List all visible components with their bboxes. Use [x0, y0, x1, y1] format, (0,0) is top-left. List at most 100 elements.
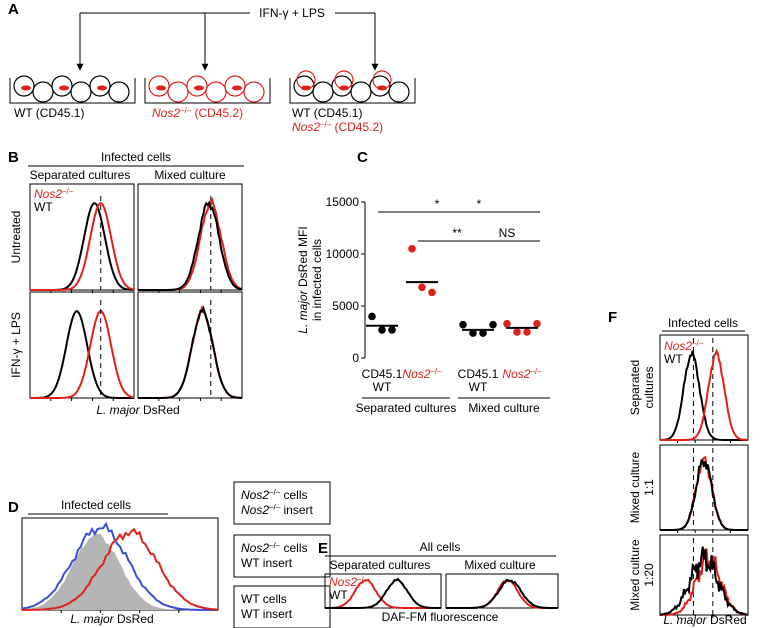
- well-label: Nos2–/– (CD45.2): [152, 106, 243, 121]
- row-label: Untreated: [9, 211, 23, 264]
- parasite: [59, 85, 69, 91]
- text-part: DsRed: [707, 613, 747, 627]
- significance: NS: [499, 226, 516, 240]
- cell: [70, 81, 92, 103]
- panel-box: [233, 481, 331, 525]
- data-point: [533, 319, 541, 328]
- text-part: WT insert: [241, 607, 293, 621]
- well: [144, 78, 271, 104]
- panel-box: [137, 183, 243, 291]
- well-label: WT (CD45.1): [14, 106, 84, 120]
- text-part: WT cells: [241, 592, 287, 606]
- text-part: –/–: [357, 575, 369, 584]
- histogram: [325, 578, 441, 609]
- text-part: WT (CD45.1): [14, 106, 84, 120]
- histogram: [30, 202, 134, 291]
- row-label: IFN-γ + LPS: [9, 312, 23, 378]
- legend-entry: WT: [329, 588, 348, 602]
- x-tick-label: WT: [469, 380, 488, 394]
- well: [289, 78, 416, 104]
- histogram: [138, 200, 243, 291]
- parasite: [232, 85, 242, 91]
- well-label: Nos2–/– (CD45.2): [292, 120, 383, 135]
- column-label: Mixed culture: [154, 168, 226, 182]
- x-axis-label: L. major DsRed: [96, 403, 179, 417]
- text-part: WT: [664, 352, 683, 366]
- legend-entry: Nos2–/–: [34, 187, 74, 202]
- text-part: Nos2: [402, 367, 430, 381]
- x-tick-label: Nos2–/–: [502, 367, 542, 382]
- legend-entry: Nos2–/– cells: [241, 541, 307, 556]
- text-part: WT: [329, 588, 348, 602]
- text-part: –/–: [269, 488, 281, 497]
- histogram: [325, 577, 441, 609]
- text-part: WT: [34, 200, 53, 214]
- legend-entry: WT: [34, 200, 53, 214]
- significance: **: [452, 226, 462, 240]
- panel-box: [659, 534, 749, 616]
- parasite: [97, 85, 107, 91]
- text-part: –/–: [180, 106, 192, 115]
- x-tick-label: Nos2–/–: [402, 367, 442, 382]
- row-label: 1:20: [642, 563, 656, 587]
- text-part: CD45.1: [458, 367, 499, 381]
- y-axis-label: L. major DsRed MFI: [296, 226, 310, 333]
- histogram: [138, 196, 243, 291]
- x-axis-label: L. major DsRed: [663, 613, 746, 627]
- data-point: [418, 283, 426, 292]
- text-part: –/–: [320, 120, 332, 129]
- legend-entry: WT insert: [241, 607, 293, 621]
- well-label: WT (CD45.1): [292, 106, 362, 120]
- text-part: insert: [280, 503, 313, 517]
- text-part: L. major: [70, 612, 114, 626]
- panel-label: D: [8, 499, 19, 516]
- row-label: cultures: [642, 366, 656, 408]
- data-point: [428, 288, 436, 297]
- data-point: [408, 245, 416, 253]
- text-part: Nos2: [241, 488, 269, 502]
- cell: [32, 81, 54, 103]
- legend-entry: Nos2–/–: [664, 339, 704, 354]
- histogram: [21, 527, 219, 611]
- data-point: [523, 328, 531, 336]
- parasite: [156, 85, 166, 91]
- legend-entry: WT cells: [241, 592, 287, 606]
- histogram: [660, 348, 749, 441]
- x-axis-label: L. major DsRed: [70, 612, 153, 626]
- y-tick-label: 10000: [326, 247, 360, 261]
- column-label: Mixed culture: [464, 558, 536, 572]
- histogram-area: [22, 531, 218, 610]
- cell: [108, 81, 130, 103]
- histogram: [30, 310, 134, 399]
- text-part: WT insert: [241, 556, 293, 570]
- cell: [350, 81, 372, 103]
- data-point: [388, 326, 396, 334]
- text-part: Nos2: [152, 106, 180, 120]
- panel-box: [137, 291, 243, 399]
- text-part: –/–: [692, 339, 704, 348]
- legend-entry: WT insert: [241, 556, 293, 570]
- cell: [296, 70, 316, 90]
- histogram: [660, 455, 748, 531]
- data-point: [503, 319, 511, 328]
- text-part: cells: [280, 541, 307, 555]
- text-part: CD45.1: [362, 367, 403, 381]
- text-part: Nos2: [241, 541, 269, 555]
- panel-label: E: [318, 540, 328, 557]
- text-part: L. major: [96, 403, 140, 417]
- panel-box: [29, 291, 135, 399]
- y-tick-label: 5000: [332, 299, 359, 313]
- text-part: Nos2: [329, 575, 357, 589]
- row-label: Separated: [628, 360, 642, 415]
- data-point: [459, 320, 467, 329]
- text-part: DsRed: [140, 403, 180, 417]
- histogram: [21, 521, 218, 611]
- text-part: 1:20: [642, 563, 656, 587]
- text-part: cells: [280, 488, 307, 502]
- legend-entry: WT: [664, 352, 683, 366]
- text-part: Nos2: [502, 367, 530, 381]
- column-label: Separated cultures: [330, 558, 431, 572]
- text-part: –/–: [430, 367, 442, 376]
- histogram: [138, 305, 242, 399]
